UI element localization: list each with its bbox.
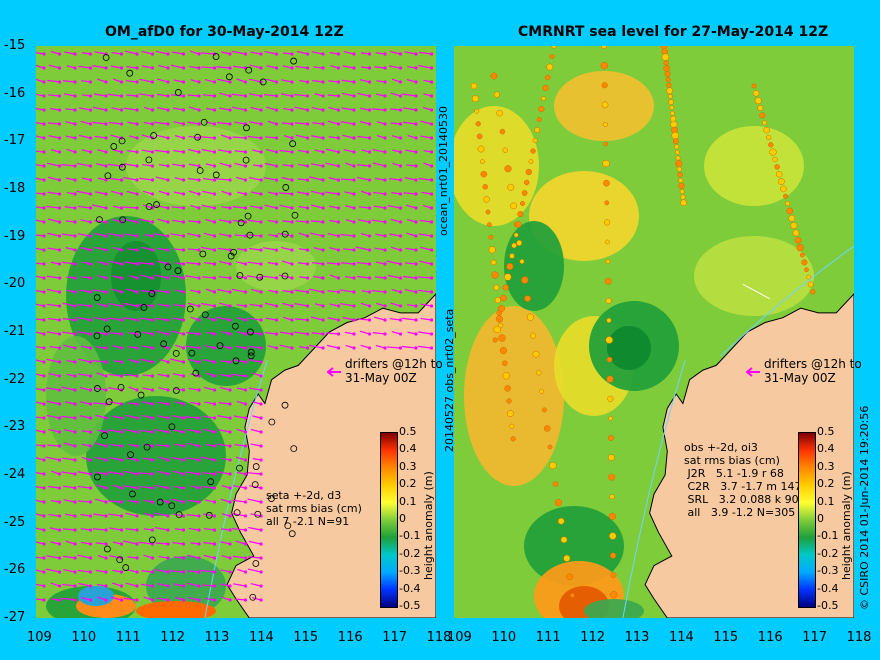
right-vertical-label: ocean_nrt01_20140530 xyxy=(437,105,450,236)
x-tick-label: 114 xyxy=(669,630,694,645)
left-map-panel xyxy=(36,46,436,618)
colorbar-tick-label: -0.4 xyxy=(817,581,839,595)
x-tick-label: 111 xyxy=(115,630,141,645)
altimeter-tracks xyxy=(470,46,816,599)
x-tick-label: 115 xyxy=(713,630,739,645)
right-stats-text: obs +-2d, oi3 sat rms bias (cm) J2R 5.1 … xyxy=(684,441,802,519)
x-tick-label: 116 xyxy=(337,630,363,645)
x-tick-label: 115 xyxy=(293,630,319,645)
y-tick-label: -25 xyxy=(4,514,26,530)
x-tick-label: 117 xyxy=(382,630,408,645)
y-tick-label: -24 xyxy=(4,467,26,483)
colorbar-tick-label: -0.1 xyxy=(817,529,839,543)
x-tick-label: 110 xyxy=(71,630,97,645)
left-drifters-label: drifters @12h to 31-May 00Z xyxy=(345,357,443,385)
right-map-title: CMRNRT sea level for 27-May-2014 12Z xyxy=(518,24,829,40)
right-colorbar-label: height anomaly (m) xyxy=(840,471,853,580)
credit-text: © CSIRO 2014 01-Jun-2014 19:20:56 xyxy=(858,405,871,610)
y-tick-label: -20 xyxy=(4,276,26,292)
y-tick-label: -15 xyxy=(4,38,26,53)
colorbar-tick-label: 0.4 xyxy=(817,442,835,456)
x-tick-label: 118 xyxy=(846,630,872,645)
x-tick-label: 114 xyxy=(249,630,274,645)
colorbar-tick-label: 0.1 xyxy=(399,494,417,508)
colorbar-tick-label: -0.4 xyxy=(399,581,421,595)
y-tick-label: -26 xyxy=(4,562,26,578)
left-colorbar xyxy=(380,432,398,608)
current-vectors xyxy=(36,50,434,602)
colorbar-tick-label: 0.2 xyxy=(399,477,417,491)
y-tick-label: -17 xyxy=(4,133,26,149)
observation-markers xyxy=(93,53,299,601)
y-tick-label: -27 xyxy=(4,610,26,626)
colorbar-tick-label: 0 xyxy=(817,512,824,525)
colorbar-tick-label: 0.4 xyxy=(399,442,417,456)
y-tick-label: -21 xyxy=(4,324,26,340)
shelf-contour xyxy=(622,360,686,618)
y-tick-label: -16 xyxy=(4,85,26,101)
x-tick-label: 112 xyxy=(580,630,606,645)
shelf-contour xyxy=(204,360,268,618)
y-tick-label: -23 xyxy=(4,419,26,435)
colorbar-tick-label: 0 xyxy=(399,512,406,525)
right-drifters-label: drifters @12h to 31-May 00Z xyxy=(764,357,862,385)
colorbar-tick-label: 0.2 xyxy=(817,477,835,491)
left-drifter-legend-icon xyxy=(327,367,341,377)
x-tick-label: 111 xyxy=(535,630,561,645)
x-tick-label: 109 xyxy=(27,630,52,645)
x-tick-label: 116 xyxy=(757,630,783,645)
x-tick-label: 118 xyxy=(426,630,452,645)
right-map-panel xyxy=(454,46,854,618)
x-tick-label: 109 xyxy=(447,630,472,645)
x-tick-label: 113 xyxy=(624,630,650,645)
colorbar-tick-label: -0.5 xyxy=(817,599,839,612)
colorbar-tick-label: -0.2 xyxy=(817,546,839,560)
left-colorbar-label: height anomaly (m) xyxy=(422,471,435,580)
colorbar-tick-label: 0.3 xyxy=(399,459,417,473)
colorbar-tick-label: -0.2 xyxy=(399,546,421,560)
left-vertical-label: 20140527 obs_nrt02_seta xyxy=(443,308,456,452)
x-tick-label: 117 xyxy=(802,630,828,645)
ssh-anomaly-field xyxy=(454,71,814,618)
right-colorbar xyxy=(798,432,816,608)
colorbar-tick-label: -0.1 xyxy=(399,529,421,543)
colorbar-tick-label: -0.5 xyxy=(399,599,421,612)
colorbar-tick-label: 0.5 xyxy=(399,425,417,438)
x-tick-label: 113 xyxy=(204,630,230,645)
right-drifter-legend-icon xyxy=(746,367,760,377)
colorbar-tick-label: -0.3 xyxy=(399,564,421,578)
left-map-title: OM_afD0 for 30-May-2014 12Z xyxy=(105,24,344,40)
colorbar-tick-label: 0.5 xyxy=(817,425,835,438)
x-tick-label: 110 xyxy=(491,630,517,645)
left-stats-text: seta +-2d, d3 sat rms bias (cm) all 7 -2… xyxy=(266,489,362,528)
colorbar-tick-label: 0.3 xyxy=(817,459,835,473)
y-tick-label: -19 xyxy=(4,228,26,244)
y-tick-label: -22 xyxy=(4,371,26,387)
colorbar-tick-label: 0.1 xyxy=(817,494,835,508)
x-tick-label: 112 xyxy=(160,630,186,645)
colorbar-tick-label: -0.3 xyxy=(817,564,839,578)
y-tick-label: -18 xyxy=(4,181,26,196)
